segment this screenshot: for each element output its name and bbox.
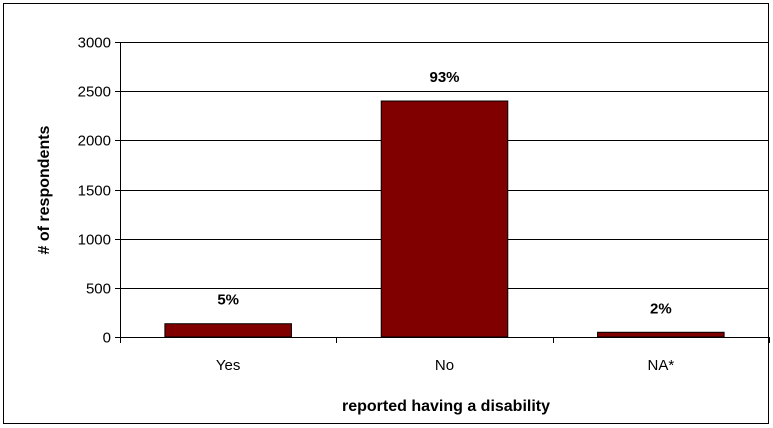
axes	[115, 42, 770, 343]
bar-no	[380, 100, 509, 338]
y-axis-title: # of respondents	[36, 125, 53, 254]
bar-na	[597, 331, 725, 338]
data-label: 93%	[429, 69, 459, 86]
data-labels: 5% 93% 2%	[217, 69, 671, 317]
y-tick-label: 3000	[78, 35, 111, 52]
x-tick-labels: Yes No NA*	[216, 357, 674, 374]
bars	[164, 100, 725, 338]
data-label: 2%	[650, 300, 672, 317]
y-tick-label: 1500	[78, 183, 111, 200]
data-label: 5%	[217, 292, 239, 309]
x-tick-label: Yes	[216, 357, 240, 374]
y-tick-label: 2000	[78, 133, 111, 150]
chart-frame	[3, 3, 769, 424]
x-tick-label: NA*	[647, 357, 674, 374]
x-tick-label: No	[435, 357, 454, 374]
y-tick-label: 500	[86, 281, 111, 298]
y-tick-label: 1000	[78, 232, 111, 249]
y-tick-label: 0	[103, 330, 111, 347]
y-tick-labels: 0 500 1000 1500 2000 2500 3000	[78, 35, 111, 347]
bar-yes	[164, 323, 292, 338]
x-axis-title: reported having a disability	[342, 398, 550, 415]
y-tick-label: 2500	[78, 84, 111, 101]
gridlines	[120, 42, 769, 289]
